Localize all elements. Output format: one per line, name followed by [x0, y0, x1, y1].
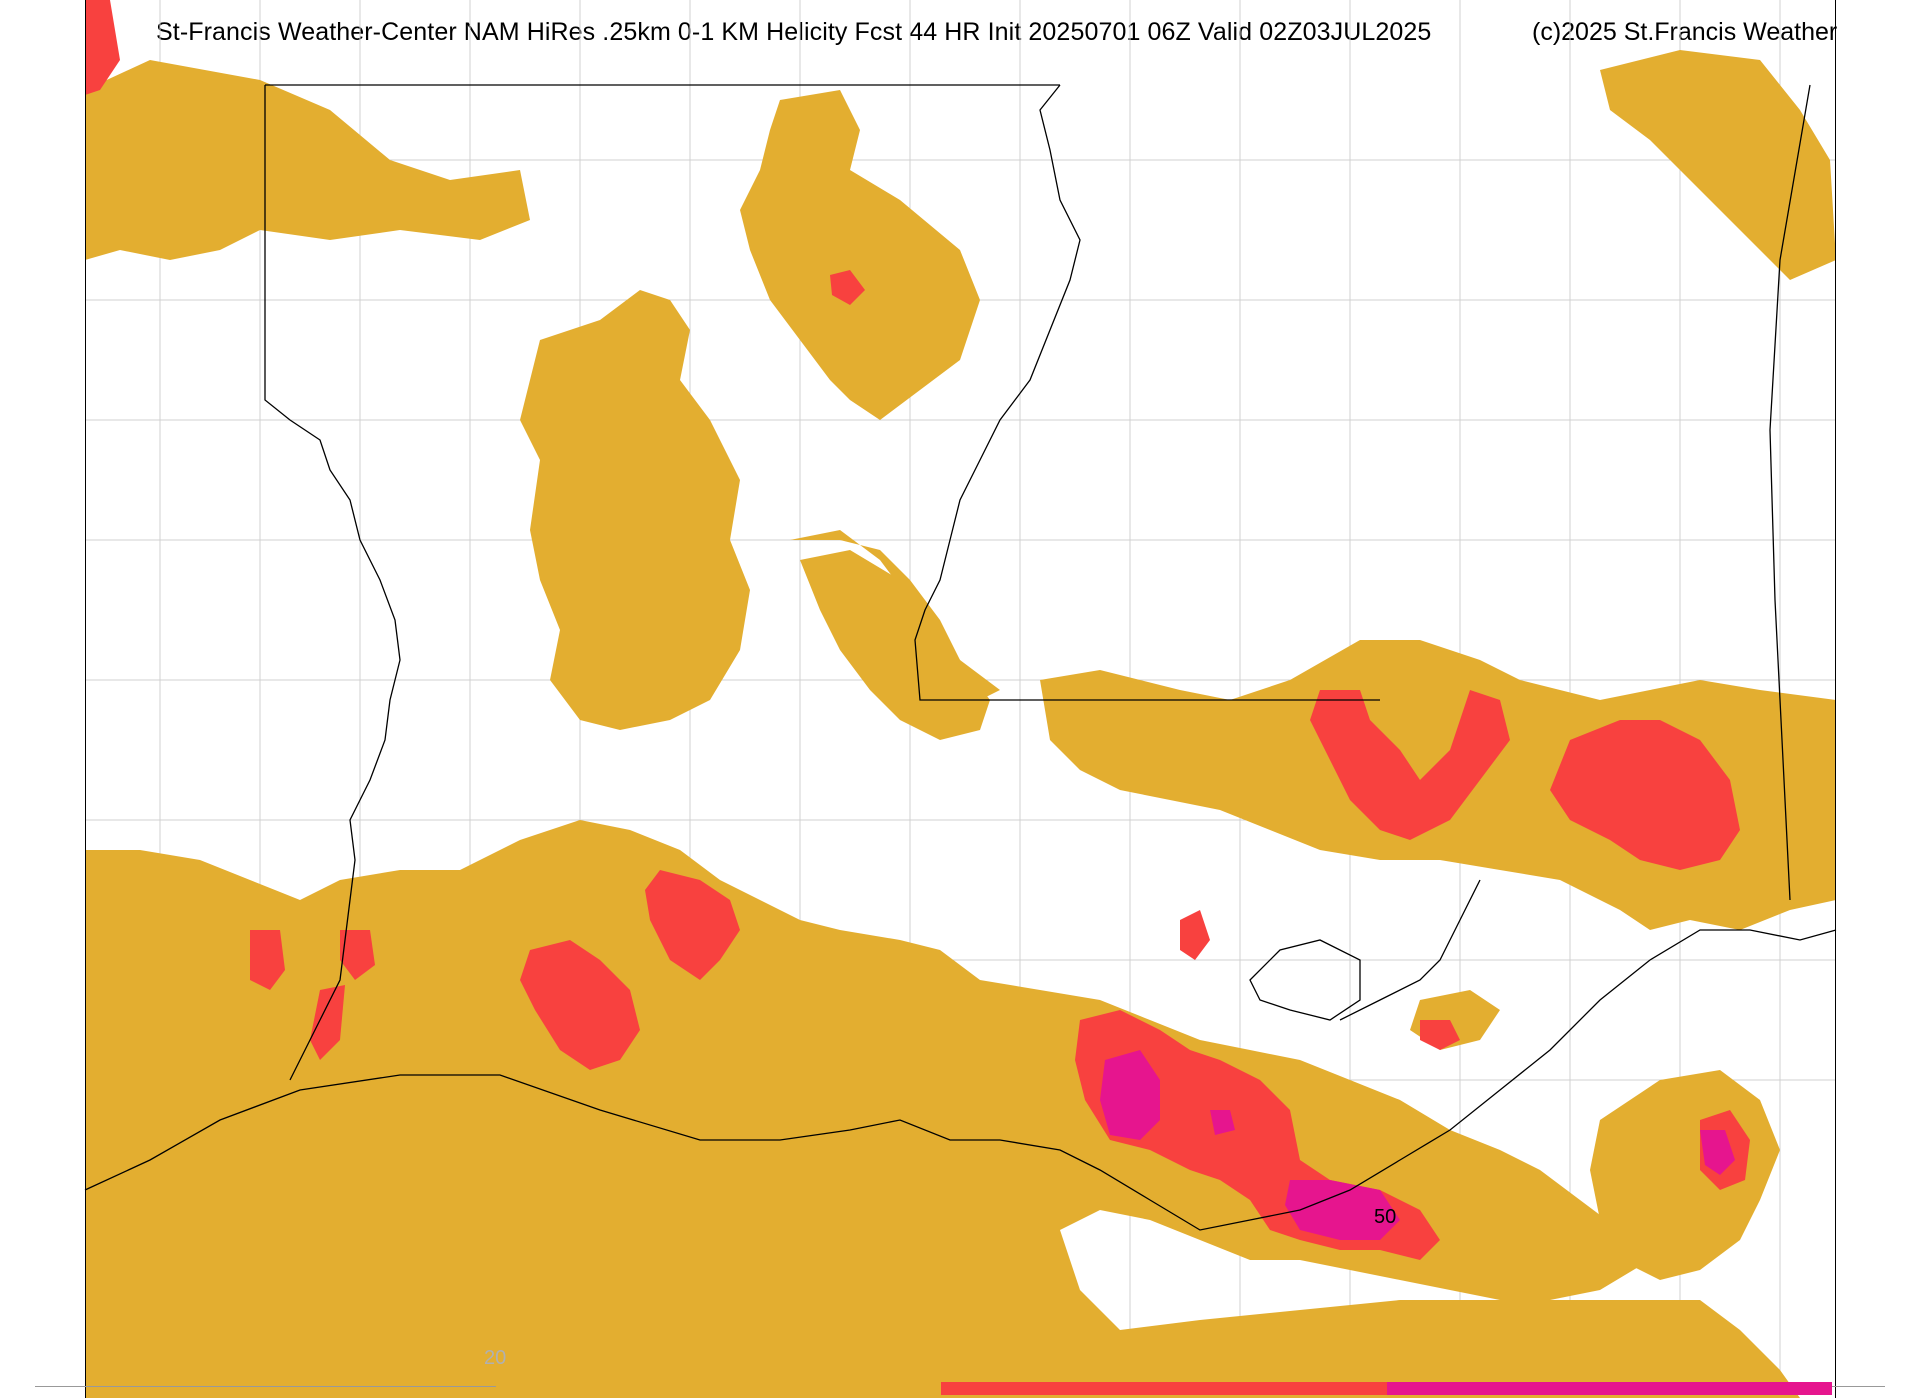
- helicity-level-60: [1100, 1050, 1735, 1240]
- colorbar-tick-label: 20: [484, 1347, 507, 1369]
- colorbar: [496, 1382, 1832, 1395]
- contour-label: 50: [1374, 1206, 1397, 1228]
- helicity-level-20: [85, 50, 1836, 1398]
- copyright-notice: (c)2025 St.Francis Weather: [1532, 18, 1838, 46]
- state-borders: [84, 84, 1837, 1231]
- colorbar-segment-60: [1386, 1382, 1832, 1395]
- map-frame: [85, 0, 1836, 1398]
- colorbar-segment-40: [941, 1382, 1387, 1395]
- map-title: St-Francis Weather-Center NAM HiRes .25k…: [156, 18, 1432, 46]
- colorbar-segment-20: [496, 1382, 942, 1395]
